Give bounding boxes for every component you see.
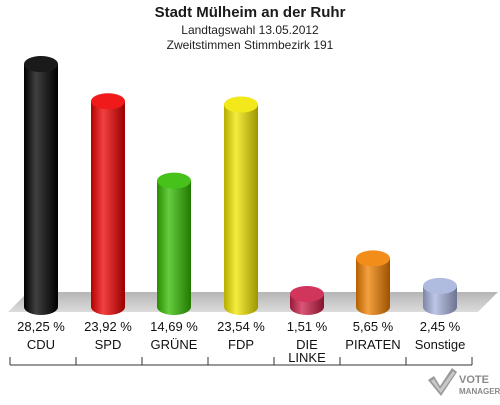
bar-5 [356, 250, 390, 315]
value-label: 28,25 % [17, 319, 65, 334]
value-label: 23,92 % [84, 319, 132, 334]
value-label: 23,54 % [217, 319, 265, 334]
bar-6 [423, 277, 457, 315]
value-label: 1,51 % [287, 319, 328, 334]
vote-manager-logo: VOTE MANAGER [426, 366, 500, 400]
category-label: FDP [228, 337, 254, 352]
category-label: CDU [27, 337, 55, 352]
bar-1 [91, 93, 125, 316]
bar-2 [157, 172, 191, 315]
chart-subtitle-election: Landtagswahl 13.05.2012 [181, 23, 319, 37]
category-label: Sonstige [415, 337, 466, 352]
chart-subtitle-district: Zweitstimmen Stimmbezirk 191 [166, 38, 334, 52]
logo-text-vote: VOTE [459, 374, 489, 386]
value-label: 2,45 % [420, 319, 461, 334]
checkmark-icon [428, 368, 457, 396]
category-label: GRÜNE [151, 337, 198, 352]
bar-4 [290, 286, 324, 315]
category-bracket [9, 357, 473, 366]
bar-0 [24, 56, 58, 315]
chart-title: Stadt Mülheim an der Ruhr [154, 4, 346, 21]
category-label: DIE LINKE [288, 337, 326, 365]
category-label: PIRATEN [345, 337, 400, 352]
value-label: 5,65 % [353, 319, 394, 334]
bar-3 [224, 96, 258, 315]
category-label: SPD [95, 337, 122, 352]
value-label: 14,69 % [150, 319, 198, 334]
logo-text-manager: MANAGER [459, 387, 500, 396]
